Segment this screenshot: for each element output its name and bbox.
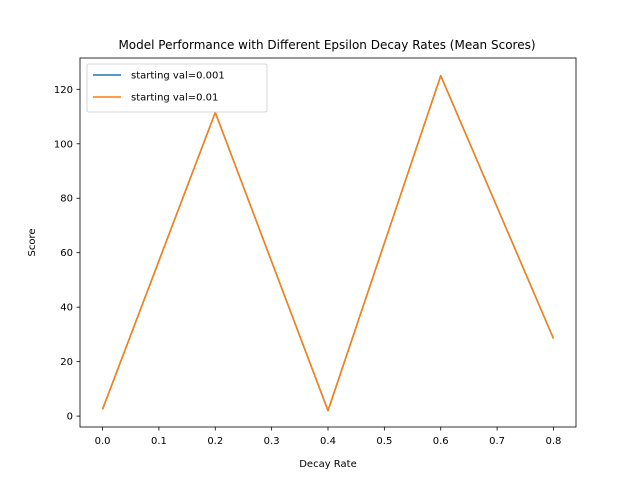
- legend: starting val=0.001 starting val=0.01: [86, 63, 268, 113]
- legend-label-1: starting val=0.001: [131, 71, 225, 82]
- y-axis-label: Score: [27, 228, 38, 256]
- y-tick-label: 0: [67, 412, 73, 423]
- x-tick-label: 0.6: [433, 436, 449, 447]
- plot-area: [101, 74, 555, 412]
- x-tick-label: 0.1: [151, 436, 167, 447]
- y-tick-label: 40: [60, 303, 73, 314]
- x-tick-label: 0.2: [207, 436, 223, 447]
- y-tick-label: 60: [60, 248, 73, 259]
- legend-label-2: starting val=0.01: [131, 93, 218, 104]
- legend-box: [86, 63, 268, 113]
- y-tick-label: 80: [60, 194, 73, 205]
- y-tick-label: 120: [54, 85, 73, 96]
- x-tick-label: 0.0: [95, 436, 111, 447]
- axes: 0.0 0.1 0.2 0.3 0.4 0.5 0.6 0.7 0.8 0 20 40 60 80 100 1…: [54, 85, 562, 447]
- y-tick-label: 100: [54, 139, 73, 150]
- x-axis-label: Decay Rate: [299, 459, 357, 470]
- y-tick-label: 20: [60, 357, 73, 368]
- x-tick-label: 0.8: [546, 436, 562, 447]
- chart-title: Model Performance with Different Epsilon…: [118, 38, 535, 52]
- x-tick-label: 0.3: [264, 436, 280, 447]
- series-line-2: [101, 74, 555, 412]
- x-tick-label: 0.5: [376, 436, 392, 447]
- x-tick-label: 0.4: [320, 436, 336, 447]
- x-tick-label: 0.7: [489, 436, 505, 447]
